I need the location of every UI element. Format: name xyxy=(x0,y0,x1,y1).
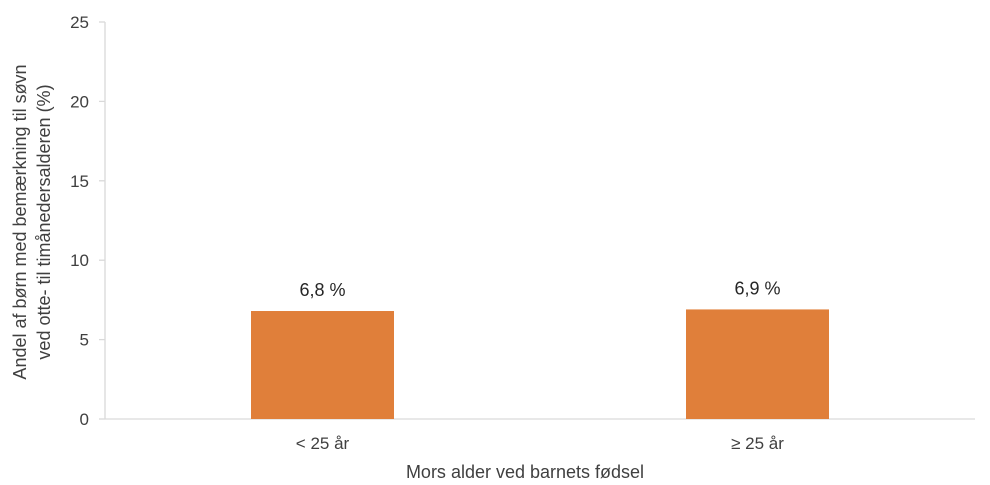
x-tick-label: < 25 år xyxy=(296,434,350,453)
y-axis-title: Andel af børn med bemærkning til søvn ved… xyxy=(10,64,54,379)
bar xyxy=(251,311,394,419)
y-tick-label: 0 xyxy=(80,410,89,429)
y-tick-label: 5 xyxy=(80,331,89,350)
data-labels: 6,8 % 6,9 % xyxy=(299,278,780,300)
y-tick-label: 25 xyxy=(70,13,89,32)
x-tick-label: ≥ 25 år xyxy=(731,434,784,453)
y-axis-title-line: Andel af børn med bemærkning til søvn xyxy=(10,64,30,379)
data-label: 6,9 % xyxy=(734,278,780,298)
y-axis-ticks: 0 5 10 15 20 25 xyxy=(70,13,105,429)
bars xyxy=(251,309,829,419)
y-tick-label: 15 xyxy=(70,172,89,191)
y-axis-title-line: ved otte- til timånedersalderen (%) xyxy=(34,84,54,359)
x-axis-ticks: < 25 år ≥ 25 år xyxy=(296,434,784,453)
y-tick-label: 20 xyxy=(70,92,89,111)
x-axis-title: Mors alder ved barnets fødsel xyxy=(406,462,644,482)
y-tick-label: 10 xyxy=(70,251,89,270)
bar xyxy=(686,309,829,419)
data-label: 6,8 % xyxy=(299,280,345,300)
